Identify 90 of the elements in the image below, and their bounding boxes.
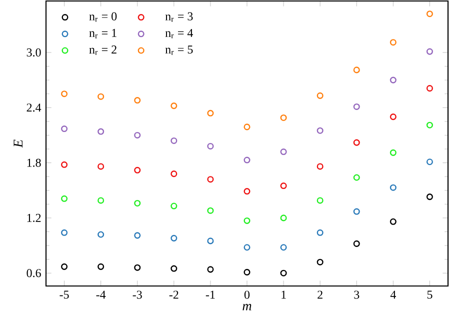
point — [207, 266, 214, 273]
x-axis-title: m — [242, 304, 252, 310]
x-tick-label: -5 — [60, 290, 69, 299]
point — [390, 218, 396, 225]
point — [207, 176, 214, 183]
point — [98, 128, 104, 135]
point — [426, 48, 433, 55]
x-tick-label: 0 — [244, 290, 250, 299]
x-tick-label: 3 — [354, 290, 360, 299]
point — [244, 244, 250, 251]
x-tick-label: 1 — [282, 290, 286, 299]
point — [280, 270, 287, 276]
legend-label: n$_{r}$ = 3 — [165, 12, 193, 22]
point — [98, 163, 104, 170]
point — [61, 195, 68, 202]
x-tick-label: 4 — [390, 290, 396, 299]
point — [244, 124, 250, 130]
point — [316, 197, 324, 204]
legend-label: n$_{r}$ = 4 — [165, 28, 194, 38]
point — [426, 158, 433, 166]
point — [316, 92, 324, 99]
point — [280, 244, 287, 251]
point — [426, 10, 433, 18]
x-tick-label: 2 — [318, 290, 322, 299]
point — [134, 166, 141, 174]
x-tick-label: 5 — [427, 290, 432, 299]
point — [353, 174, 360, 181]
point — [390, 114, 396, 120]
point — [316, 163, 324, 170]
point — [390, 149, 396, 156]
x-tick-label: -2 — [169, 290, 178, 299]
point — [353, 66, 360, 74]
point — [61, 263, 68, 270]
x-tick-label: -4 — [96, 290, 106, 299]
point — [170, 202, 178, 210]
point — [170, 170, 178, 178]
point — [244, 188, 250, 195]
point — [390, 184, 396, 191]
point — [244, 217, 250, 224]
point — [134, 132, 141, 138]
point — [316, 229, 324, 236]
point — [134, 232, 141, 239]
legend-label: n$_{r}$ = 2 — [89, 46, 116, 55]
point — [426, 194, 433, 200]
legend-label: n$_{r}$ = 1 — [89, 28, 116, 38]
legend-label: n$_{r}$ = 5 — [165, 46, 193, 55]
y-tick-label: 2.4 — [26, 104, 42, 112]
point — [134, 200, 141, 207]
point — [353, 103, 360, 110]
x-tick-label: -1 — [206, 290, 215, 299]
point — [390, 76, 396, 84]
point — [207, 207, 214, 214]
point — [244, 268, 250, 276]
point — [170, 265, 178, 272]
point — [61, 161, 68, 168]
point — [426, 85, 433, 92]
point — [244, 156, 250, 164]
point — [61, 90, 68, 98]
y-axis-title: E — [14, 140, 22, 148]
point — [170, 234, 178, 242]
y-tick-label: 0.6 — [26, 269, 41, 278]
legend-label: n$_{r}$ = 0 — [89, 12, 117, 22]
point — [207, 238, 214, 244]
point — [98, 197, 104, 204]
point — [280, 114, 287, 122]
point — [98, 93, 104, 100]
point — [98, 263, 104, 270]
point — [170, 102, 178, 110]
point — [61, 229, 68, 236]
point — [426, 122, 433, 128]
point — [353, 208, 360, 215]
y-tick-label: 3.0 — [26, 48, 41, 57]
point — [353, 240, 360, 247]
point — [280, 214, 287, 222]
point — [280, 148, 287, 156]
point — [316, 258, 324, 266]
point — [98, 231, 104, 238]
point — [207, 110, 214, 116]
point — [280, 182, 287, 190]
y-tick-label: 1.2 — [27, 214, 41, 222]
point — [316, 127, 324, 134]
point — [207, 142, 214, 150]
point — [134, 97, 141, 104]
point — [61, 126, 68, 132]
point — [390, 39, 396, 46]
point — [353, 139, 360, 146]
point — [134, 264, 141, 271]
y-tick-label: 1.8 — [27, 158, 41, 167]
point — [170, 137, 178, 144]
x-tick-label: -3 — [132, 290, 142, 299]
